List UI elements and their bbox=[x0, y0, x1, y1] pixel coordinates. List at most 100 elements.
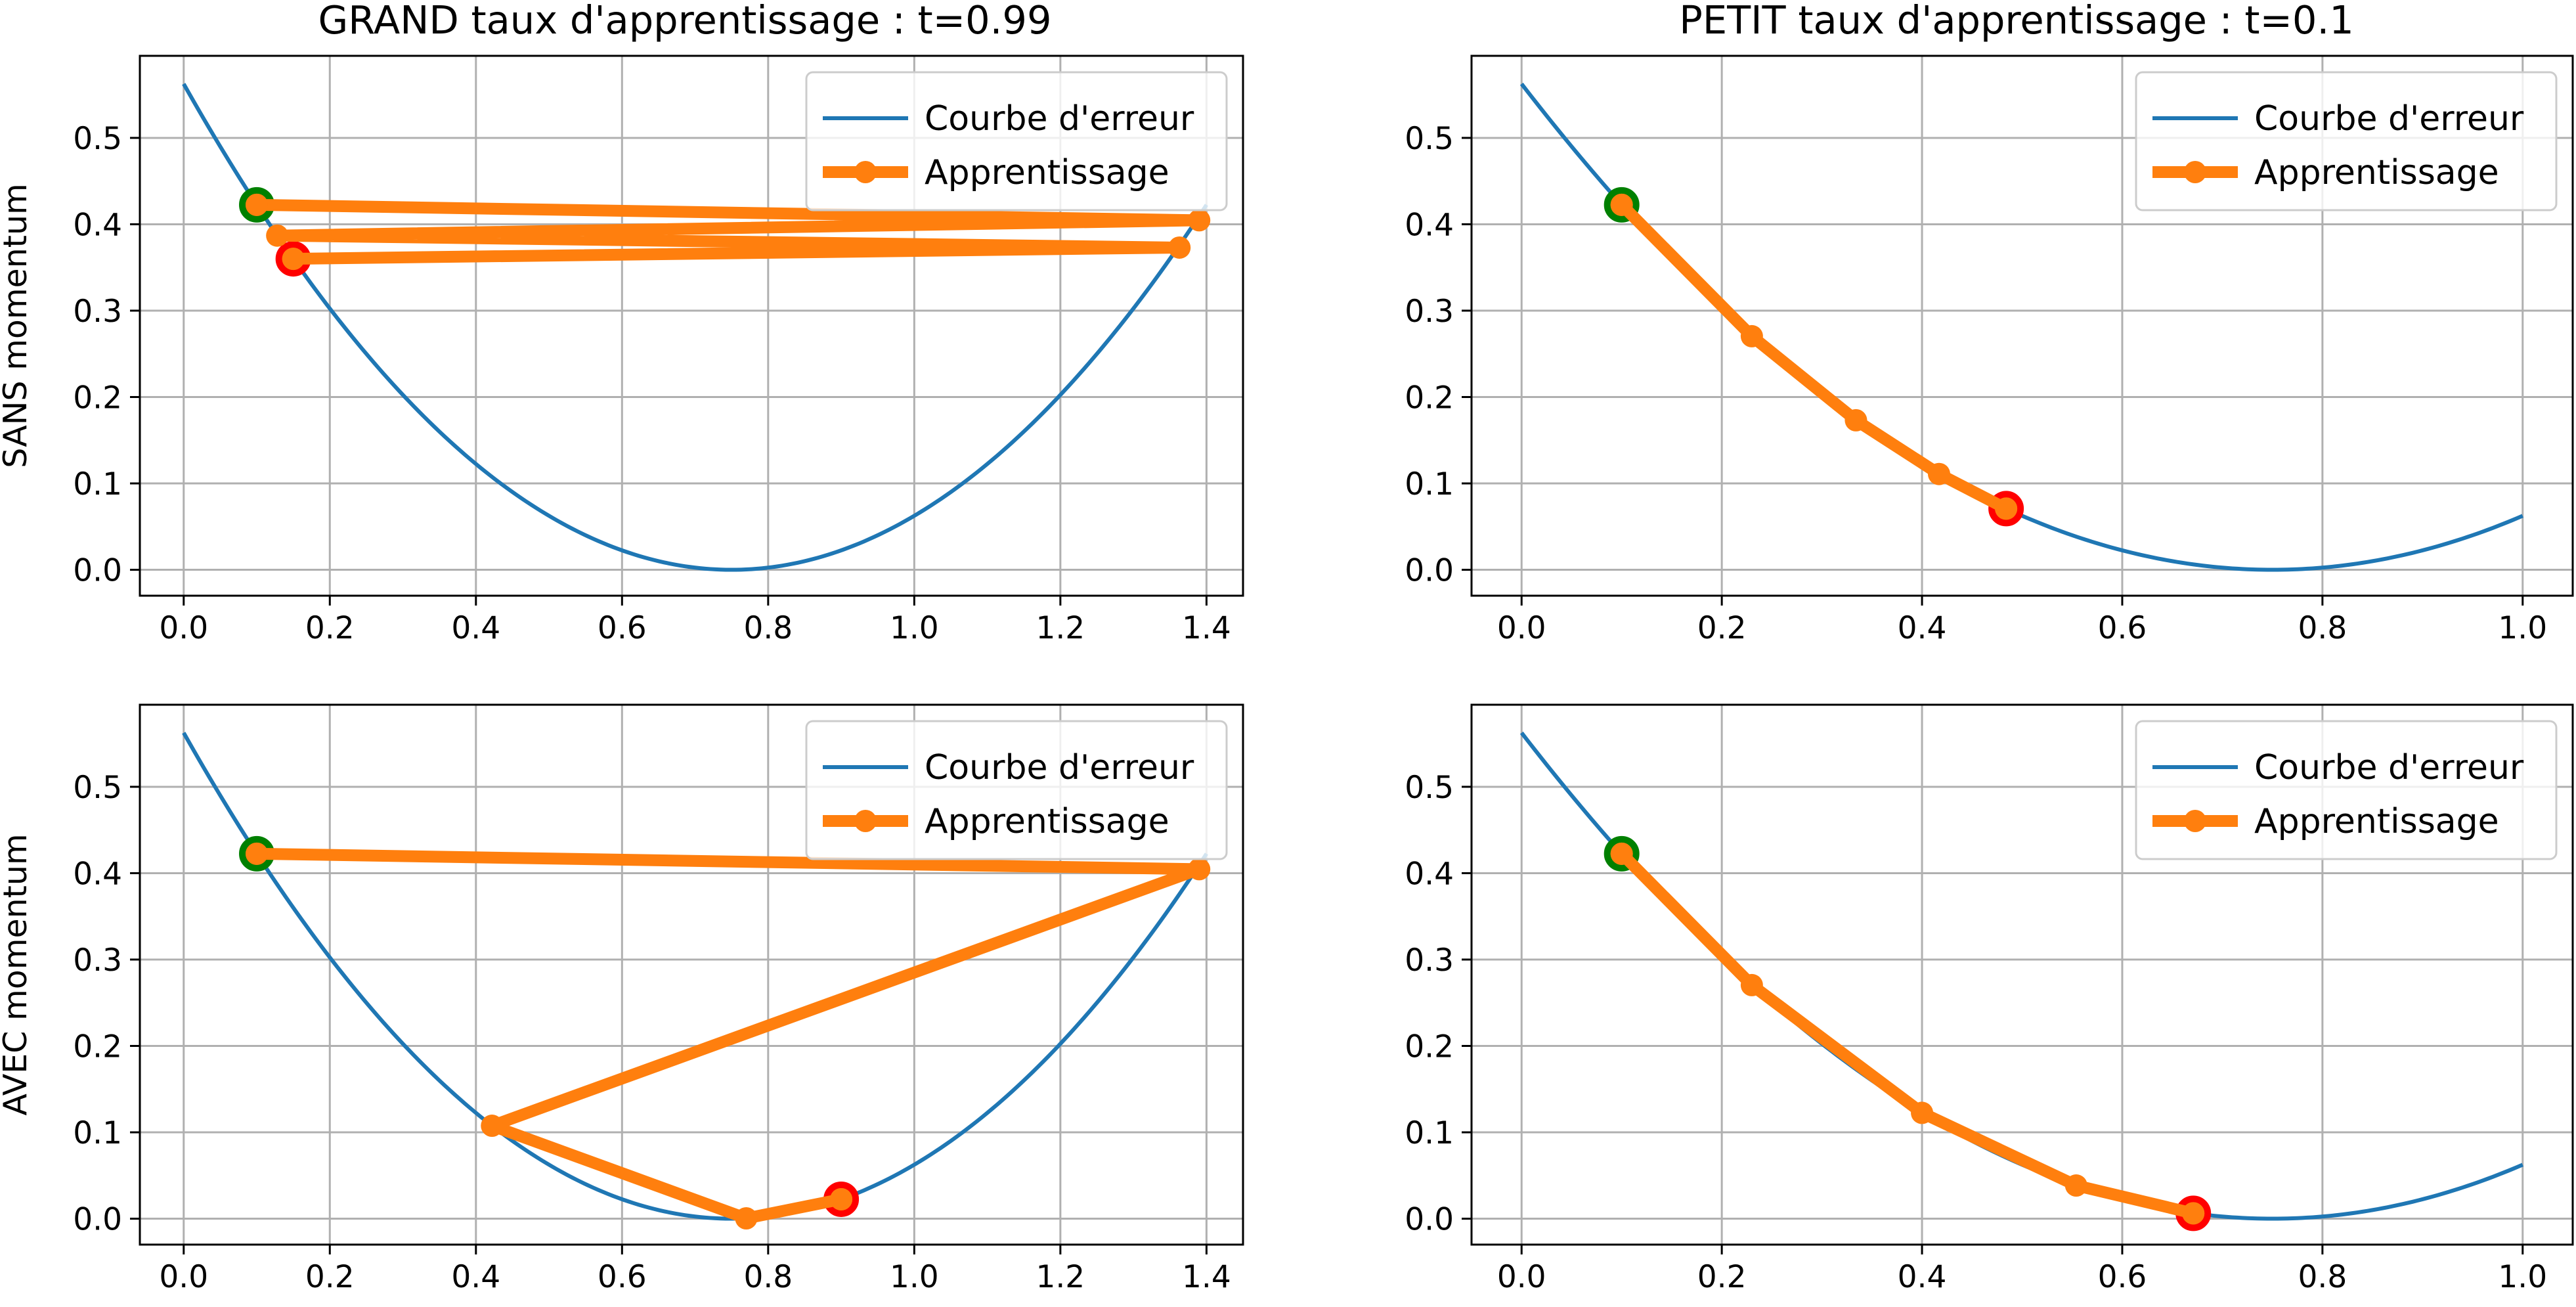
learning-point bbox=[1168, 236, 1191, 259]
x-tick-label: 1.4 bbox=[1182, 1259, 1231, 1295]
y-tick-label: 0.2 bbox=[1405, 380, 1454, 416]
learning-point bbox=[1927, 462, 1950, 485]
x-tick-label: 0.6 bbox=[2098, 1259, 2147, 1295]
learning-point bbox=[1188, 858, 1211, 881]
row-label-bottom: AVEC momentum bbox=[0, 833, 34, 1115]
y-tick-label: 0.1 bbox=[73, 466, 122, 502]
subplot-1: 0.0 0.2 0.4 0.6 0.8 1.0 1.2 1.4 0.0 0.1 0.2 0.3 0.4 0… bbox=[73, 55, 1244, 646]
x-tick-label: 1.2 bbox=[1036, 1259, 1085, 1295]
column-title-right: PETIT taux d'apprentissage : t=0.1 bbox=[1679, 0, 2354, 43]
legend-label-curve: Courbe d'erreur bbox=[2254, 99, 2524, 139]
subplot-3: 0.0 0.2 0.4 0.6 0.8 1.0 1.2 1.4 0.0 0.1 0.2 0.3 0.4 0… bbox=[73, 703, 1244, 1295]
y-tick-label: 0.0 bbox=[73, 1202, 122, 1238]
y-tick-label: 0.0 bbox=[73, 553, 122, 589]
error-curve bbox=[182, 732, 1208, 1221]
y-tick-label: 0.4 bbox=[73, 856, 122, 892]
legend-label-learning: Apprentissage bbox=[925, 802, 1169, 841]
legend-box bbox=[2135, 71, 2558, 211]
y-tick-label: 0.2 bbox=[1405, 1029, 1454, 1065]
learning-point bbox=[735, 1207, 758, 1230]
legend-learning-marker bbox=[2184, 161, 2206, 183]
legend: Courbe d'erreur Apprentissage bbox=[805, 720, 1228, 860]
axes-frame bbox=[139, 703, 1244, 1246]
error-curve bbox=[182, 83, 1208, 572]
learning-point bbox=[1911, 1101, 1934, 1124]
legend: Courbe d'erreur Apprentissage bbox=[2135, 720, 2558, 860]
learning-point bbox=[1845, 409, 1867, 432]
x-tick-label: 0.4 bbox=[1898, 1259, 1947, 1295]
row-label-top: SANS momentum bbox=[0, 183, 34, 468]
legend-label-curve: Courbe d'erreur bbox=[925, 99, 1194, 139]
y-tick-label: 0.3 bbox=[1405, 942, 1454, 979]
x-tick-label: 1.2 bbox=[1036, 610, 1085, 646]
legend-label-learning: Apprentissage bbox=[925, 153, 1169, 192]
column-title-left: GRAND taux d'apprentissage : t=0.99 bbox=[318, 0, 1052, 43]
y-tick-label: 0.5 bbox=[1405, 770, 1454, 806]
x-tick-label: 0.4 bbox=[451, 610, 500, 646]
y-tick-label: 0.1 bbox=[73, 1115, 122, 1151]
learning-point bbox=[830, 1187, 853, 1210]
legend-label-curve: Courbe d'erreur bbox=[925, 748, 1194, 787]
x-tick-label: 0.0 bbox=[1497, 1259, 1546, 1295]
legend-learning-marker bbox=[854, 810, 877, 832]
learning-point bbox=[1188, 209, 1211, 232]
learning-point bbox=[246, 193, 269, 216]
x-tick-label: 0.6 bbox=[598, 1259, 647, 1295]
x-tick-label: 0.8 bbox=[743, 610, 793, 646]
y-tick-label: 0.3 bbox=[73, 942, 122, 979]
x-tick-label: 0.4 bbox=[451, 1259, 500, 1295]
x-tick-label: 0.0 bbox=[159, 610, 208, 646]
learning-point bbox=[2064, 1174, 2087, 1197]
x-tick-label: 0.8 bbox=[743, 1259, 793, 1295]
legend-learning-marker bbox=[2184, 810, 2206, 832]
x-tick-label: 0.8 bbox=[2298, 1259, 2347, 1295]
y-tick-label: 0.4 bbox=[1405, 856, 1454, 892]
y-tick-label: 0.1 bbox=[1405, 1115, 1454, 1151]
x-tick-label: 0.2 bbox=[305, 1259, 355, 1295]
x-tick-label: 0.8 bbox=[2298, 610, 2347, 646]
legend-box bbox=[2135, 720, 2558, 860]
y-tick-label: 0.0 bbox=[1405, 553, 1454, 589]
legend-label-learning: Apprentissage bbox=[2254, 153, 2499, 192]
x-tick-label: 0.0 bbox=[1497, 610, 1546, 646]
legend: Courbe d'erreur Apprentissage bbox=[805, 71, 1228, 211]
subplot-2: 0.0 0.2 0.4 0.6 0.8 1.0 0.0 0.1 0.2 0.3 0.4 0.5 Cour… bbox=[1405, 55, 2574, 646]
axes-frame bbox=[1470, 703, 2574, 1246]
y-tick-label: 0.4 bbox=[73, 207, 122, 243]
legend-learning-marker bbox=[854, 161, 877, 183]
learning-point bbox=[2182, 1202, 2205, 1225]
y-tick-label: 0.3 bbox=[1405, 294, 1454, 330]
legend: Courbe d'erreur Apprentissage bbox=[2135, 71, 2558, 211]
x-tick-label: 1.0 bbox=[890, 610, 939, 646]
x-tick-label: 0.2 bbox=[1697, 1259, 1747, 1295]
learning-point bbox=[1740, 324, 1763, 347]
x-tick-label: 1.0 bbox=[2498, 610, 2547, 646]
y-tick-label: 0.4 bbox=[1405, 207, 1454, 243]
x-tick-label: 1.4 bbox=[1182, 610, 1231, 646]
x-tick-label: 0.2 bbox=[1697, 610, 1747, 646]
learning-point bbox=[481, 1115, 504, 1138]
x-tick-label: 1.0 bbox=[2498, 1259, 2547, 1295]
x-tick-label: 0.6 bbox=[598, 610, 647, 646]
y-tick-label: 0.3 bbox=[73, 294, 122, 330]
x-tick-label: 0.0 bbox=[159, 1259, 208, 1295]
y-tick-label: 0.2 bbox=[73, 380, 122, 416]
y-tick-label: 0.5 bbox=[73, 121, 122, 157]
axes-frame bbox=[1470, 55, 2574, 597]
learning-point bbox=[1740, 973, 1763, 996]
y-tick-label: 0.5 bbox=[1405, 121, 1454, 157]
legend-box bbox=[805, 720, 1228, 860]
y-tick-label: 0.2 bbox=[73, 1029, 122, 1065]
learning-point bbox=[282, 248, 305, 271]
x-tick-label: 1.0 bbox=[890, 1259, 939, 1295]
y-tick-label: 0.5 bbox=[73, 770, 122, 806]
legend-label-curve: Courbe d'erreur bbox=[2254, 748, 2524, 787]
x-tick-label: 0.6 bbox=[2098, 610, 2147, 646]
learning-point bbox=[1995, 497, 2018, 520]
y-tick-label: 0.0 bbox=[1405, 1202, 1454, 1238]
learning-point bbox=[1610, 842, 1633, 865]
learning-point bbox=[1610, 193, 1633, 216]
legend-box bbox=[805, 71, 1228, 211]
subplot-4: 0.0 0.2 0.4 0.6 0.8 1.0 0.0 0.1 0.2 0.3 0.4 0.5 Cour… bbox=[1405, 703, 2574, 1295]
